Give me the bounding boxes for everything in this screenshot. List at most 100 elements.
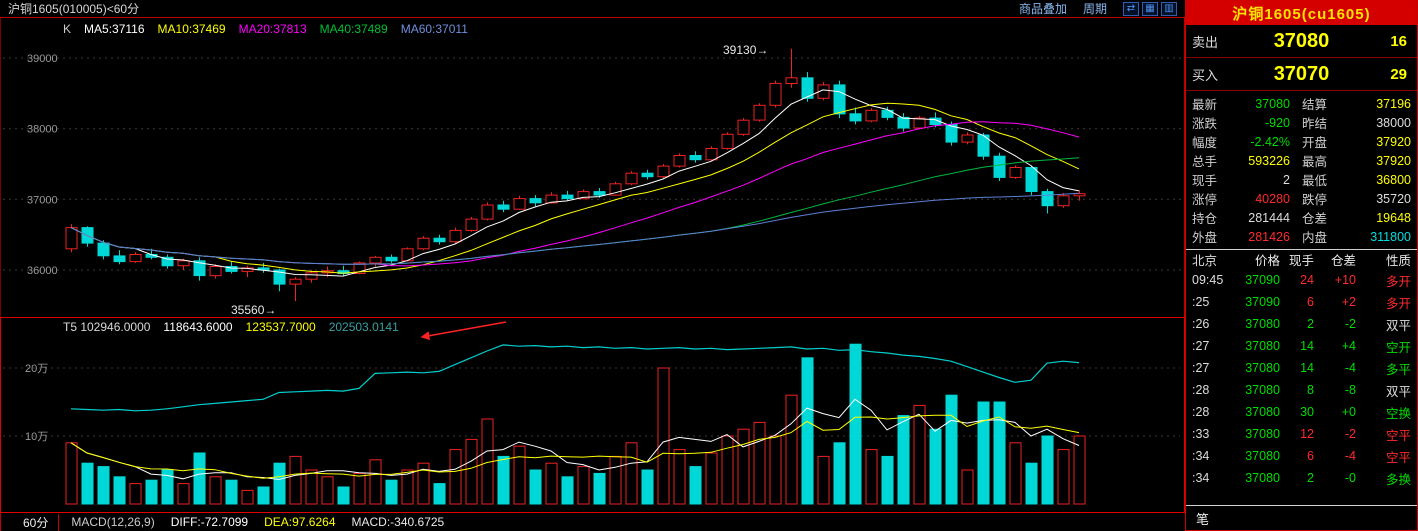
tick-cell: -0 <box>1344 471 1356 485</box>
stat-label: 跌停 <box>1302 193 1328 207</box>
macd-legend-item: DIFF:-72.7099 <box>170 515 249 529</box>
tick-cell: 多换 <box>1385 472 1411 487</box>
quote-stat-row: 总手 593226 最高 37920 <box>1192 151 1411 170</box>
stat-value: 281444 <box>1248 210 1290 225</box>
stat-label: 幅度 <box>1192 136 1218 150</box>
tick-cell: 37080 <box>1245 471 1280 485</box>
ask-label: 卖出 <box>1192 34 1219 50</box>
tick-row: :34 37080 6 -4 空平 <box>1186 445 1417 467</box>
tick-cell: 37090 <box>1245 273 1280 287</box>
tick-cell: :34 <box>1192 471 1210 485</box>
ma-legend-item: MA5:37116 <box>84 22 145 36</box>
t5-legend-item: T5 102946.0000 <box>63 320 151 334</box>
stat-value: 35720 <box>1376 191 1411 206</box>
quote-panel: 沪铜1605(cu1605) 卖出 37080 16 买入 37070 29 最… <box>1185 0 1418 531</box>
stat-label: 开盘 <box>1302 136 1328 150</box>
tick-cell: 6 <box>1307 295 1314 309</box>
bid-label: 买入 <box>1192 67 1219 83</box>
tick-cell: 09:45 <box>1192 273 1224 287</box>
tick-cell: 37080 <box>1245 405 1280 419</box>
stat-value: 19648 <box>1376 210 1411 225</box>
quote-stats-grid: 最新 37080 结算 37196 涨跌 -920 昨结 38000 幅度 -2.42% 开盘 379… <box>1186 91 1417 246</box>
ma60-line <box>70 192 1080 265</box>
stat-value: -2.42% <box>1250 134 1290 149</box>
tick-cell: 14 <box>1300 361 1314 375</box>
macd-legend-item: DEA:97.6264 <box>264 515 336 529</box>
grid-layout-icon[interactable]: ▦ <box>1142 1 1158 16</box>
ma5-line <box>70 89 1080 277</box>
volume-ma5-line <box>70 398 1080 481</box>
stat-label: 总手 <box>1192 155 1218 169</box>
chart-title: 沪铜1605(010005)<60分 <box>8 2 140 16</box>
ask-row: 卖出 37080 16 <box>1186 25 1417 58</box>
quote-stat-row: 持仓 281444 仓差 19648 <box>1192 208 1411 227</box>
tick-cell: -2 <box>1344 317 1356 331</box>
bid-price[interactable]: 37070 <box>1273 62 1330 85</box>
ma10-line <box>70 102 1080 274</box>
tick-cell: 空平 <box>1385 428 1411 443</box>
open-interest-line <box>70 344 1080 412</box>
quote-stat-row: 涨停 40280 跌停 35720 <box>1192 189 1411 208</box>
period-label[interactable]: 60分 <box>1 513 60 531</box>
tick-cell: +0 <box>1341 405 1356 419</box>
tick-cell: +10 <box>1334 273 1356 287</box>
split-layout-icon[interactable]: ▥ <box>1161 1 1177 16</box>
candlestick-chart[interactable]: K MA5:37116 MA10:37469 MA20:37813 MA40:37489… <box>0 18 1185 317</box>
tick-cell: +4 <box>1341 339 1356 353</box>
tick-cell: 37080 <box>1245 449 1280 463</box>
tick-column-header: 现手 <box>1288 254 1314 268</box>
tick-cell: -2 <box>1344 427 1356 441</box>
volume-svg[interactable]: 20万 10万 <box>1 318 1182 512</box>
quote-stat-row: 外盘 281426 内盘 311800 <box>1192 227 1411 246</box>
ma-legend-item: MA10:37469 <box>157 22 226 36</box>
tab-tick-by-tick[interactable]: 笔 <box>1196 511 1210 527</box>
tick-cell: :27 <box>1192 339 1210 353</box>
ma-legend-item: MA60:37011 <box>400 22 468 36</box>
volume-lines <box>70 344 1080 481</box>
volume-pane[interactable]: T5 102946.0000 118643.6000 123537.7000 2025… <box>0 317 1185 513</box>
tick-cell: 24 <box>1300 273 1314 287</box>
tick-cell: +2 <box>1341 295 1356 309</box>
t5-legend-item: 118643.6000 <box>163 320 233 334</box>
tick-cell: 8 <box>1307 383 1314 397</box>
ask-qty: 16 <box>1390 32 1407 50</box>
svg-text:10万: 10万 <box>25 431 48 443</box>
stat-label: 现手 <box>1192 174 1218 188</box>
tick-cell: 多开 <box>1385 274 1411 289</box>
tick-cell: 空平 <box>1385 450 1411 465</box>
svg-text:38000: 38000 <box>27 124 58 136</box>
tick-cell: -4 <box>1344 449 1356 463</box>
tick-column-header: 价格 <box>1254 254 1280 268</box>
macd-legend-item: MACD(12,26,9) <box>71 515 155 529</box>
tick-table: 09:45 37090 24 +10 多开:25 37090 6 +2 多开:26 37080 2 -… <box>1186 269 1417 489</box>
top-bar: 沪铜1605(010005)<60分 商品叠加 周期 ⇄ ▦ ▥ <box>0 0 1185 18</box>
quote-stat-row: 现手 2 最低 36800 <box>1192 170 1411 189</box>
ma-legend-item: K <box>63 22 72 36</box>
ma-lines <box>70 89 1080 277</box>
tick-column-header: 北京 <box>1192 254 1218 268</box>
stat-value: 38000 <box>1376 115 1411 130</box>
stat-label: 外盘 <box>1192 231 1218 245</box>
stat-value: 593226 <box>1248 153 1290 168</box>
quote-panel-footer: 笔 <box>1186 505 1417 530</box>
stat-label: 最低 <box>1302 174 1328 188</box>
stat-value: 311800 <box>1370 229 1411 244</box>
stat-value: 40280 <box>1255 191 1290 206</box>
tick-cell: :34 <box>1192 449 1210 463</box>
stat-label: 持仓 <box>1192 212 1218 226</box>
commodity-overlay-link[interactable]: 商品叠加 <box>1018 2 1067 16</box>
tick-cell: 37080 <box>1245 317 1280 331</box>
window-tool-icons: ⇄ ▦ ▥ <box>1123 1 1177 16</box>
price-annotation: 39130→ <box>723 43 768 57</box>
candlestick-svg[interactable]: 39000 38000 37000 36000 39130→ 35560→ <box>1 18 1184 317</box>
tick-cell: 37080 <box>1245 383 1280 397</box>
t5-indicator-legend: T5 102946.0000 118643.6000 123537.7000 2025… <box>63 320 412 334</box>
macd-legend: MACD(12,26,9) DIFF:-72.7099 DEA:97.6264 MAC… <box>71 515 460 529</box>
stat-value: 37920 <box>1376 153 1411 168</box>
swap-period-icon[interactable]: ⇄ <box>1123 1 1139 16</box>
stat-label: 结算 <box>1302 98 1328 112</box>
period-link[interactable]: 周期 <box>1082 2 1107 16</box>
ask-price[interactable]: 37080 <box>1273 29 1330 52</box>
tick-cell: 双平 <box>1385 318 1411 333</box>
